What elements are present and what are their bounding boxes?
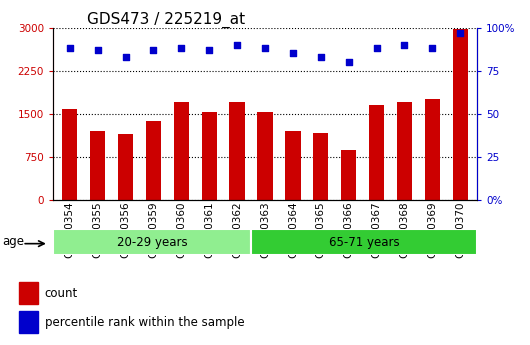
- Point: [456, 30, 464, 36]
- Text: count: count: [45, 287, 78, 300]
- Bar: [19, 312, 38, 333]
- Bar: [369, 105, 384, 200]
- Bar: [201, 112, 217, 200]
- Bar: [62, 109, 77, 200]
- Bar: [425, 99, 440, 200]
- Point: [149, 47, 157, 53]
- Text: GDS473 / 225219_at: GDS473 / 225219_at: [87, 11, 245, 28]
- Point: [205, 47, 214, 53]
- Point: [316, 54, 325, 60]
- Point: [121, 54, 130, 60]
- Bar: [19, 282, 38, 304]
- Bar: [251, 229, 477, 255]
- Point: [233, 42, 241, 48]
- Bar: [90, 131, 105, 200]
- Bar: [118, 134, 133, 200]
- Text: 20-29 years: 20-29 years: [117, 236, 187, 249]
- Point: [428, 46, 437, 51]
- Point: [177, 46, 186, 51]
- Point: [289, 51, 297, 56]
- Bar: [397, 102, 412, 200]
- Bar: [341, 150, 356, 200]
- Bar: [285, 131, 301, 200]
- Point: [66, 46, 74, 51]
- Bar: [229, 102, 245, 200]
- Bar: [313, 133, 329, 200]
- Bar: [174, 102, 189, 200]
- Point: [373, 46, 381, 51]
- Point: [261, 46, 269, 51]
- Text: age: age: [3, 235, 25, 248]
- Point: [344, 59, 353, 65]
- Text: 65-71 years: 65-71 years: [329, 236, 399, 249]
- Bar: [146, 121, 161, 200]
- Bar: [258, 112, 272, 200]
- Text: percentile rank within the sample: percentile rank within the sample: [45, 316, 244, 329]
- Bar: [53, 229, 251, 255]
- Point: [93, 47, 102, 53]
- Point: [400, 42, 409, 48]
- Bar: [453, 29, 468, 200]
